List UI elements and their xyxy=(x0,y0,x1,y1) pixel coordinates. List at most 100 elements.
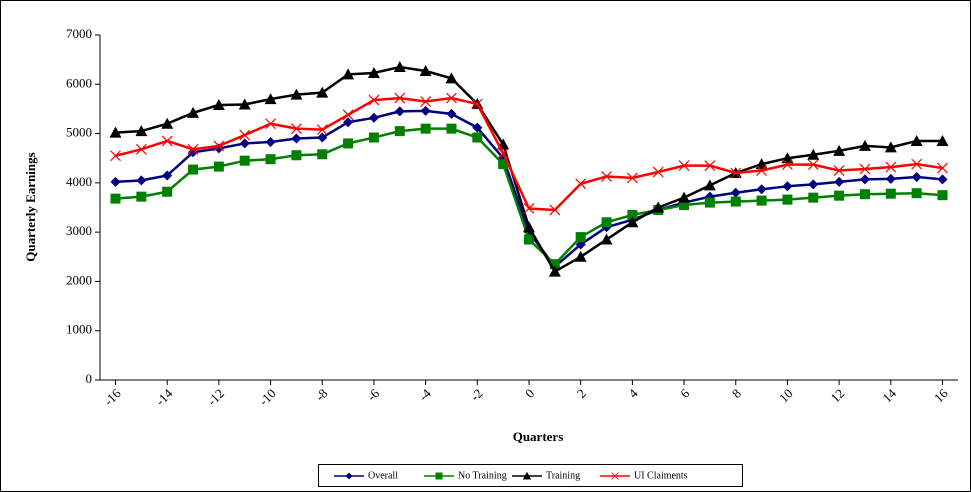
point xyxy=(265,118,276,130)
point xyxy=(264,93,277,105)
point xyxy=(755,158,768,170)
point xyxy=(342,109,354,121)
point xyxy=(110,176,121,187)
point xyxy=(368,132,379,143)
point xyxy=(652,166,664,178)
point xyxy=(343,138,354,149)
legend-label: UI Claiments xyxy=(634,470,688,481)
point xyxy=(367,66,380,78)
point xyxy=(885,161,897,173)
point xyxy=(730,187,741,198)
point xyxy=(833,144,846,156)
point xyxy=(316,124,328,136)
point xyxy=(446,123,457,134)
point xyxy=(523,203,535,214)
point xyxy=(548,265,561,277)
point xyxy=(859,163,871,175)
point xyxy=(136,175,147,186)
point xyxy=(626,172,638,184)
legend-marker xyxy=(522,471,532,480)
point xyxy=(394,92,406,104)
point xyxy=(549,204,561,216)
y-tick-label: 7000 xyxy=(66,26,92,41)
point xyxy=(265,154,276,165)
point xyxy=(678,191,691,203)
point xyxy=(937,190,948,201)
legend-marker xyxy=(345,472,353,480)
point xyxy=(239,129,251,141)
point xyxy=(704,197,715,208)
point xyxy=(601,171,612,182)
point xyxy=(291,133,302,144)
point xyxy=(291,150,302,161)
point xyxy=(885,188,896,199)
point xyxy=(807,148,820,160)
y-tick-label: 4000 xyxy=(66,174,92,189)
point xyxy=(885,173,896,184)
point xyxy=(393,61,406,73)
point xyxy=(807,159,819,171)
point xyxy=(290,123,302,135)
point xyxy=(549,259,560,270)
point xyxy=(420,123,431,134)
point xyxy=(213,161,224,172)
point xyxy=(627,209,638,220)
y-tick-label: 5000 xyxy=(66,125,92,140)
point xyxy=(187,106,200,118)
point xyxy=(498,159,509,170)
point xyxy=(135,143,147,155)
point xyxy=(834,176,845,187)
point xyxy=(188,164,199,175)
point xyxy=(316,86,329,98)
point xyxy=(342,68,355,80)
legend-label: Training xyxy=(546,470,580,481)
point xyxy=(446,108,457,119)
point xyxy=(808,192,819,203)
point xyxy=(265,136,276,147)
point xyxy=(239,138,250,149)
point xyxy=(782,159,793,171)
point xyxy=(187,143,199,155)
point xyxy=(472,132,483,143)
point xyxy=(317,132,328,143)
point xyxy=(626,216,639,228)
point xyxy=(601,217,612,228)
point xyxy=(808,179,819,190)
point xyxy=(161,117,174,129)
y-tick-label: 6000 xyxy=(66,75,92,90)
point xyxy=(575,232,586,243)
point xyxy=(756,165,768,176)
point xyxy=(317,149,328,160)
point xyxy=(420,96,432,107)
point xyxy=(911,171,922,182)
point xyxy=(394,126,405,137)
legend-label: No Training xyxy=(458,470,507,481)
point xyxy=(834,190,845,201)
point xyxy=(420,105,431,116)
legend-marker xyxy=(611,472,619,480)
point xyxy=(419,64,432,76)
point xyxy=(110,193,121,204)
point xyxy=(600,233,613,245)
point xyxy=(471,98,483,110)
point xyxy=(782,194,793,205)
point xyxy=(937,162,948,174)
point xyxy=(936,134,949,146)
point xyxy=(859,189,870,200)
point xyxy=(368,94,380,106)
point xyxy=(575,178,587,190)
point xyxy=(910,134,923,146)
point xyxy=(781,152,794,164)
point xyxy=(730,167,742,179)
point xyxy=(524,234,534,245)
point xyxy=(162,186,173,197)
point xyxy=(911,158,923,170)
point xyxy=(756,184,767,195)
point xyxy=(472,122,483,133)
point xyxy=(574,250,587,262)
point xyxy=(884,141,897,153)
point xyxy=(446,92,457,104)
